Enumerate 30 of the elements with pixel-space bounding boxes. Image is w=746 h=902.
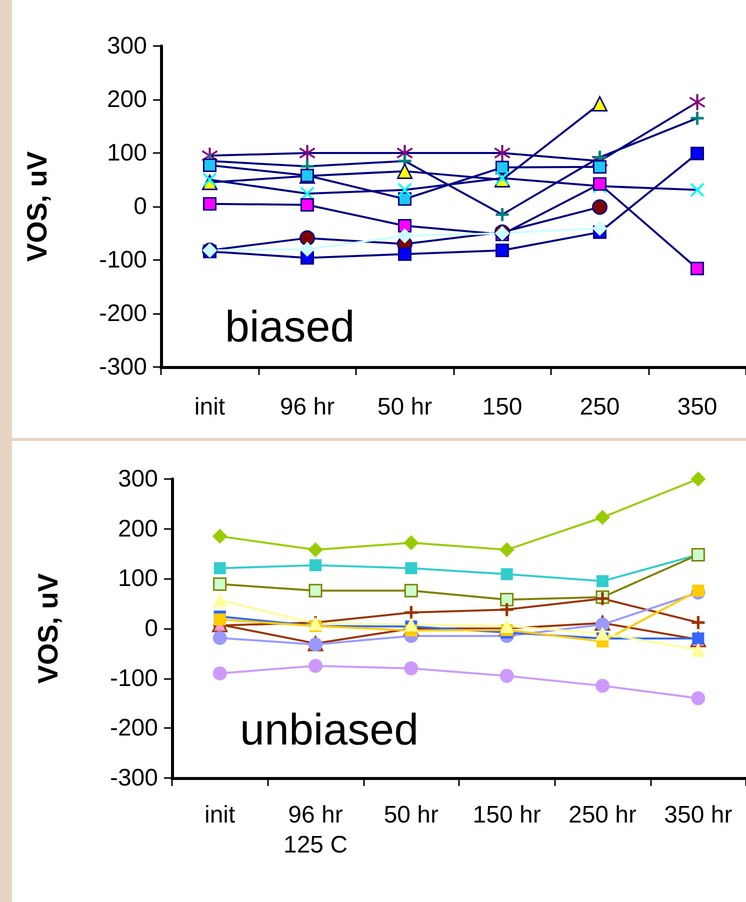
y-tick-label: 0: [134, 193, 147, 220]
y-tick-label: -300: [110, 764, 158, 792]
y-tick-label: -200: [110, 714, 158, 742]
x-tick-label: 250: [580, 394, 620, 420]
x-tick-label: 150: [482, 394, 522, 420]
x-tick-label: 96 hr 125 C: [283, 802, 348, 858]
x-tick-label: 50 hr: [384, 802, 439, 828]
y-tick-label: 100: [118, 565, 158, 592]
x-tick-label: 250 hr: [568, 802, 637, 828]
y-tick-label: -300: [98, 354, 147, 380]
y-tick-label: 0: [144, 615, 158, 642]
y-tick-label: 200: [118, 515, 158, 542]
x-tick-label: 150 hr: [472, 802, 541, 828]
y-tick-label: -200: [98, 300, 147, 327]
x-tick-label: 50 hr: [377, 394, 432, 420]
x-tick-label: 350: [677, 394, 718, 420]
y-tick-label: 300: [106, 32, 147, 60]
annotation: biased: [225, 302, 355, 352]
x-tick-label: init: [204, 802, 236, 828]
y-axis-title: VOS, uV: [22, 150, 52, 262]
y-tick-label: -100: [110, 664, 158, 692]
y-axis-title: VOS, uV: [32, 572, 64, 684]
y-tick-label: -100: [98, 246, 147, 274]
y-tick-label: 300: [118, 466, 158, 492]
y-tick-label: 200: [106, 86, 147, 113]
y-tick-label: 100: [106, 140, 147, 166]
annotation: unbiased: [240, 706, 419, 754]
x-tick-label: 96 hr: [280, 394, 335, 420]
x-tick-label: init: [194, 394, 226, 420]
x-tick-label: 350 hr: [664, 802, 732, 828]
